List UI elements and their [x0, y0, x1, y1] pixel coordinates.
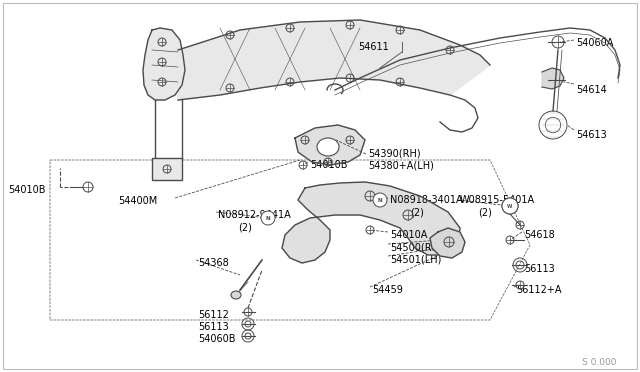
- Polygon shape: [143, 28, 185, 100]
- Text: 54368: 54368: [198, 258, 228, 268]
- Text: W08915-5401A: W08915-5401A: [460, 195, 535, 205]
- Circle shape: [373, 193, 387, 207]
- Text: 54060B: 54060B: [198, 334, 236, 344]
- Ellipse shape: [317, 138, 339, 156]
- Circle shape: [502, 198, 518, 214]
- Text: N: N: [266, 215, 270, 221]
- Text: 54400M: 54400M: [118, 196, 157, 206]
- Polygon shape: [295, 125, 365, 165]
- Text: (2): (2): [410, 207, 424, 217]
- Text: 54380+A(LH): 54380+A(LH): [368, 160, 434, 170]
- Polygon shape: [282, 182, 460, 263]
- Ellipse shape: [231, 291, 241, 299]
- Text: 56112+A: 56112+A: [516, 285, 561, 295]
- Text: (2): (2): [238, 222, 252, 232]
- Text: W: W: [508, 203, 513, 208]
- Text: 56113: 56113: [524, 264, 555, 274]
- Text: S 0.000: S 0.000: [582, 358, 616, 367]
- Text: 54613: 54613: [576, 130, 607, 140]
- Polygon shape: [178, 20, 490, 100]
- Text: 54618: 54618: [524, 230, 555, 240]
- Text: 54501(LH): 54501(LH): [390, 254, 442, 264]
- Text: 54611: 54611: [358, 42, 388, 52]
- Text: 54010B: 54010B: [8, 185, 45, 195]
- Polygon shape: [430, 228, 465, 258]
- Circle shape: [502, 198, 518, 214]
- Polygon shape: [542, 68, 564, 89]
- Text: 54459: 54459: [372, 285, 403, 295]
- Text: 56112: 56112: [198, 310, 229, 320]
- Text: N: N: [378, 198, 382, 202]
- Text: 54614: 54614: [576, 85, 607, 95]
- Circle shape: [261, 211, 275, 225]
- Text: (2): (2): [478, 207, 492, 217]
- FancyBboxPatch shape: [152, 158, 182, 180]
- Text: 54010A: 54010A: [390, 230, 428, 240]
- Text: N08918-3401A: N08918-3401A: [390, 195, 463, 205]
- Text: 54060A: 54060A: [576, 38, 613, 48]
- Text: 54500(RH): 54500(RH): [390, 242, 443, 252]
- Text: N08912-9441A: N08912-9441A: [218, 210, 291, 220]
- Text: 54390(RH): 54390(RH): [368, 148, 420, 158]
- Text: 56113: 56113: [198, 322, 228, 332]
- Text: 54010B: 54010B: [310, 160, 348, 170]
